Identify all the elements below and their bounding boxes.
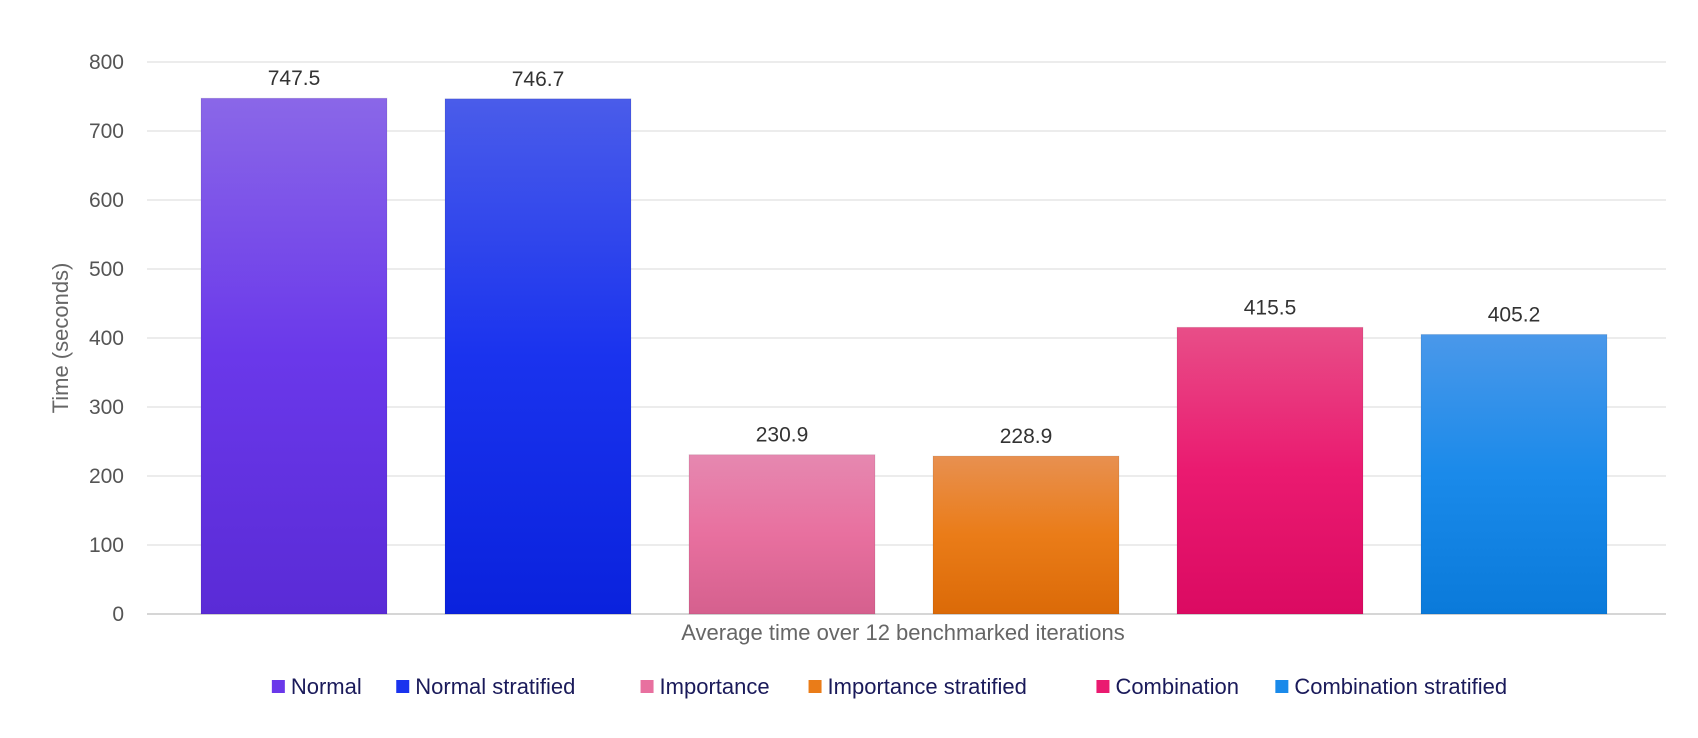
y-tick-label: 200	[89, 465, 124, 488]
data-label: 747.5	[268, 67, 321, 90]
bar-normal	[200, 97, 388, 615]
y-axis-ticks: 0 100 200 300 400 500 600 700 800	[89, 51, 124, 626]
legend-item-importance-stratified: Importance stratified	[808, 674, 1027, 699]
legend-swatch	[396, 680, 410, 693]
bar-normal-stratified	[444, 98, 632, 615]
y-tick-label: 100	[89, 534, 124, 557]
data-label: 405.2	[1488, 303, 1541, 326]
gridlines	[147, 61, 1666, 615]
legend-item-combination-stratified: Combination stratified	[1275, 674, 1507, 699]
legend-label: Importance	[660, 674, 770, 699]
x-axis-title: Average time over 12 benchmarked iterati…	[681, 620, 1125, 645]
y-tick-label: 800	[89, 51, 124, 74]
legend-swatch	[1096, 680, 1110, 693]
legend-swatch	[1275, 680, 1289, 693]
data-label: 228.9	[1000, 425, 1053, 448]
bar-combination	[1176, 326, 1364, 615]
y-tick-label: 600	[89, 189, 124, 212]
y-tick-label: 400	[89, 327, 124, 350]
legend-item-normal: Normal	[271, 674, 362, 699]
y-tick-label: 0	[112, 603, 124, 626]
y-axis-title: Time (seconds)	[48, 263, 73, 414]
bar-importance	[688, 454, 876, 615]
bar-importance-stratified	[932, 455, 1120, 615]
legend: Normal Normal stratified Importance Importa…	[271, 674, 1507, 699]
bar-combination-stratified	[1420, 333, 1608, 615]
legend-item-combination: Combination	[1096, 674, 1239, 699]
legend-label: Combination	[1115, 674, 1239, 699]
legend-swatch	[808, 680, 822, 693]
legend-label: Combination stratified	[1294, 674, 1507, 699]
data-label: 230.9	[756, 424, 809, 447]
data-labels: 747.5 746.7 230.9 228.9 415.5 405.2	[268, 67, 1541, 448]
legend-label: Normal stratified	[415, 674, 575, 699]
y-tick-label: 300	[89, 396, 124, 419]
y-tick-label: 500	[89, 258, 124, 281]
legend-label: Normal	[291, 674, 362, 699]
bars	[200, 97, 1608, 615]
legend-label: Importance stratified	[828, 674, 1027, 699]
data-label: 415.5	[1244, 296, 1297, 319]
legend-swatch	[640, 680, 654, 693]
data-label: 746.7	[512, 68, 565, 91]
legend-item-normal-stratified: Normal stratified	[396, 674, 575, 699]
legend-swatch	[271, 680, 285, 693]
legend-item-importance: Importance	[640, 674, 770, 699]
y-tick-label: 700	[89, 120, 124, 143]
